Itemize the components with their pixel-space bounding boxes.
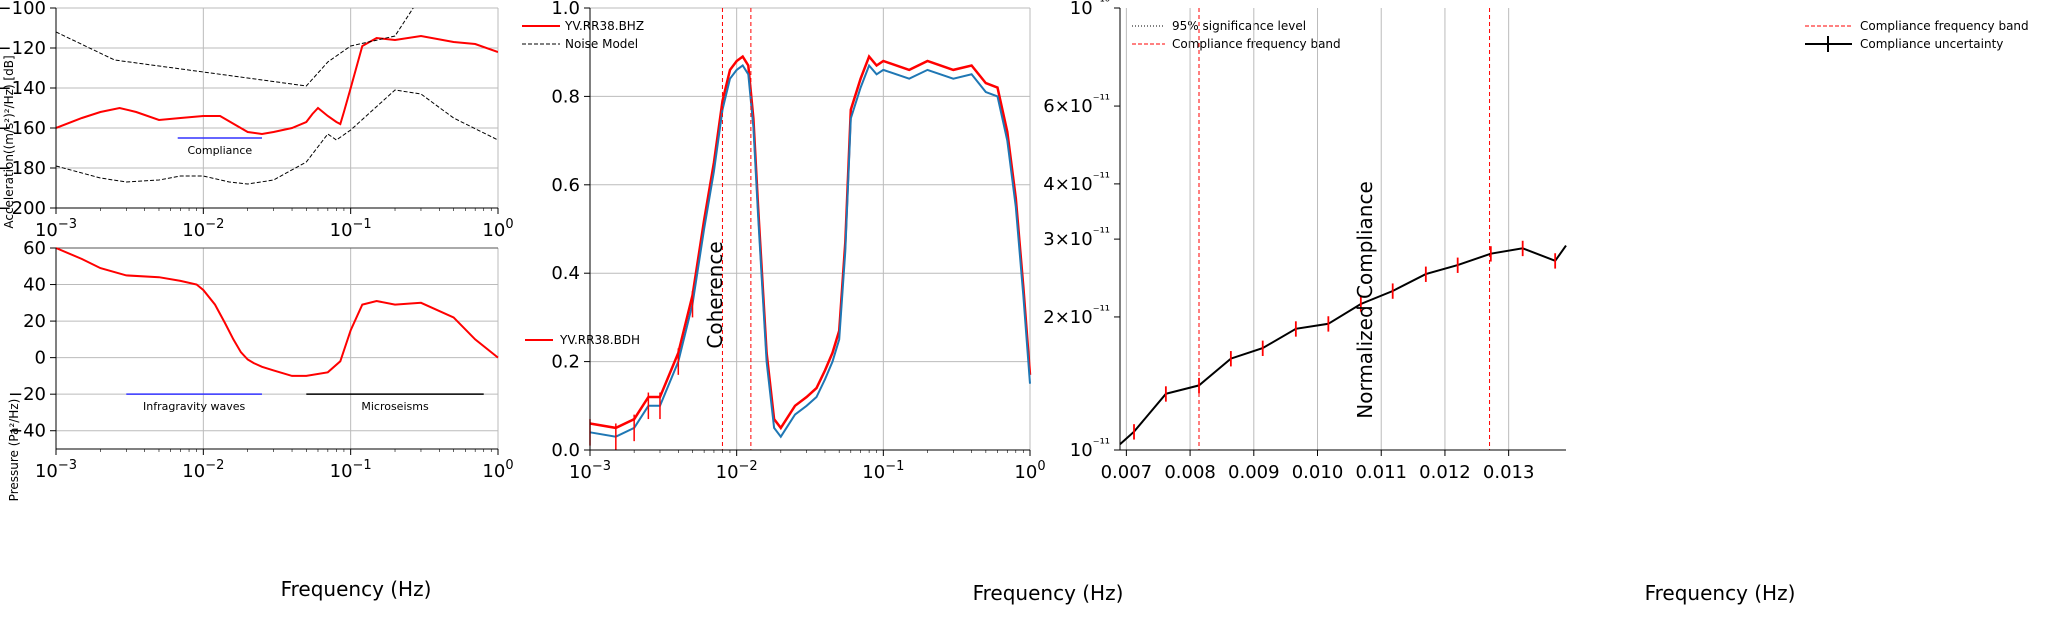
y-tick-label: −120 (0, 38, 46, 59)
coherence-series-line (589, 63, 1031, 439)
legend-compliance-band: Compliance frequency band (1172, 37, 1341, 51)
coherence-panel: 10−3 10−2 10−1 100 0.0 0.2 0.4 0.6 0.8 1.0 Cohere… (551, 0, 1340, 605)
pressure-spectrum-panel: 10−3 10−2 10−1 100 −40 −20 0 20 40 60 Pressure (P… (7, 238, 640, 601)
x-tick-label: 10−2 (182, 217, 224, 241)
x-tick-label: 10−3 (569, 459, 611, 483)
y-tick-label: −20 (8, 384, 46, 405)
acceleration-spectrum-panel: 10−3 10−2 10−1 100−200−180−160−140−120−100 … (0, 0, 644, 241)
acceleration-ylabel: Acceleration((m/s²)²/Hz) [dB] (2, 55, 16, 228)
coherence-ylabel: Coherence (703, 241, 727, 348)
noise-model-line (56, 89, 498, 185)
bdh-series-line (55, 247, 499, 377)
compliance-ylabel: Normalized Compliance (1353, 181, 1377, 419)
compliance-panel: 0.007 0.008 0.009 0.010 0.011 0.012 0.013 10⁻¹¹… (1043, 0, 2028, 605)
y-tick-label: 0.6 (551, 175, 580, 196)
legend-significance: 95% significance level (1172, 19, 1306, 33)
y-tick-label: 10⁻¹¹ (1070, 437, 1110, 461)
y-tick-label: 20 (23, 311, 46, 332)
infragravity-annotation: Infragravity waves (143, 400, 245, 413)
acceleration-legend: YV.RR38.BHZ Noise Model (522, 19, 644, 51)
compliance-series-line (1119, 245, 1567, 446)
y-tick-label: −140 (0, 78, 46, 99)
x-tick-label: 0.008 (1164, 462, 1216, 483)
y-tick-label: 3×10⁻¹¹ (1043, 226, 1110, 250)
x-tick-label: 0.010 (1292, 462, 1344, 483)
compliance-xlabel: Frequency (Hz) (1645, 581, 1796, 605)
y-tick-label: 4×10⁻¹¹ (1043, 171, 1110, 195)
x-tick-label: 100 (482, 217, 513, 241)
microseisms-annotation: Microseisms (361, 400, 429, 413)
x-tick-label: 10−2 (716, 459, 758, 483)
legend-band: Compliance frequency band (1860, 19, 2029, 33)
legend-noise-model: Noise Model (565, 37, 638, 51)
x-tick-label: 10−1 (330, 458, 372, 482)
pressure-ylabel: Pressure (Pa²/Hz) (7, 399, 21, 502)
x-tick-label: 10−3 (35, 458, 77, 482)
y-tick-label: −180 (0, 158, 46, 179)
x-tick-label: 0.007 (1101, 462, 1153, 483)
x-tick-label: 100 (482, 458, 513, 482)
noise-model-line (56, 8, 414, 87)
pressure-legend: YV.RR38.BDH (525, 333, 640, 347)
y-tick-label: −160 (0, 118, 46, 139)
x-tick-label: 100 (1014, 459, 1045, 483)
y-tick-label: −100 (0, 0, 46, 19)
y-tick-label: 60 (23, 238, 46, 259)
y-tick-label: 1.0 (551, 0, 580, 19)
bhz-series-line (56, 34, 498, 136)
coherence-legend: 95% significance level Compliance freque… (1132, 19, 1341, 51)
y-tick-label: 10⁻¹⁰ (1070, 0, 1110, 19)
coherence-error-trace (589, 54, 1032, 431)
y-tick-label: 40 (23, 275, 46, 296)
y-tick-label: 0.8 (551, 86, 580, 107)
x-tick-label: 10−3 (35, 217, 77, 241)
y-tick-label: 6×10⁻¹¹ (1043, 93, 1110, 117)
y-tick-label: −40 (8, 421, 46, 442)
legend-bdh: YV.RR38.BDH (559, 333, 640, 347)
x-tick-label: 0.012 (1419, 462, 1471, 483)
pressure-xlabel: Frequency (Hz) (281, 577, 432, 601)
x-tick-label: 0.011 (1355, 462, 1407, 483)
y-tick-label: −200 (0, 198, 46, 219)
legend-uncertainty: Compliance uncertainty (1860, 37, 2003, 51)
compliance-annotation: Compliance (187, 144, 252, 157)
x-tick-label: 10−1 (862, 459, 904, 483)
coherence-xlabel: Frequency (Hz) (973, 581, 1124, 605)
x-tick-label: 10−1 (330, 217, 372, 241)
y-tick-label: 0.4 (551, 263, 580, 284)
y-tick-label: 0 (35, 348, 46, 369)
x-tick-label: 0.013 (1483, 462, 1535, 483)
y-tick-label: 0.2 (551, 352, 580, 373)
x-tick-label: 10−2 (182, 458, 224, 482)
y-tick-label: 2×10⁻¹¹ (1043, 304, 1110, 328)
x-tick-label: 0.009 (1228, 462, 1280, 483)
compliance-legend: Compliance frequency band Compliance unc… (1805, 19, 2029, 52)
legend-bhz: YV.RR38.BHZ (564, 19, 644, 33)
y-tick-label: 0.0 (551, 440, 580, 461)
